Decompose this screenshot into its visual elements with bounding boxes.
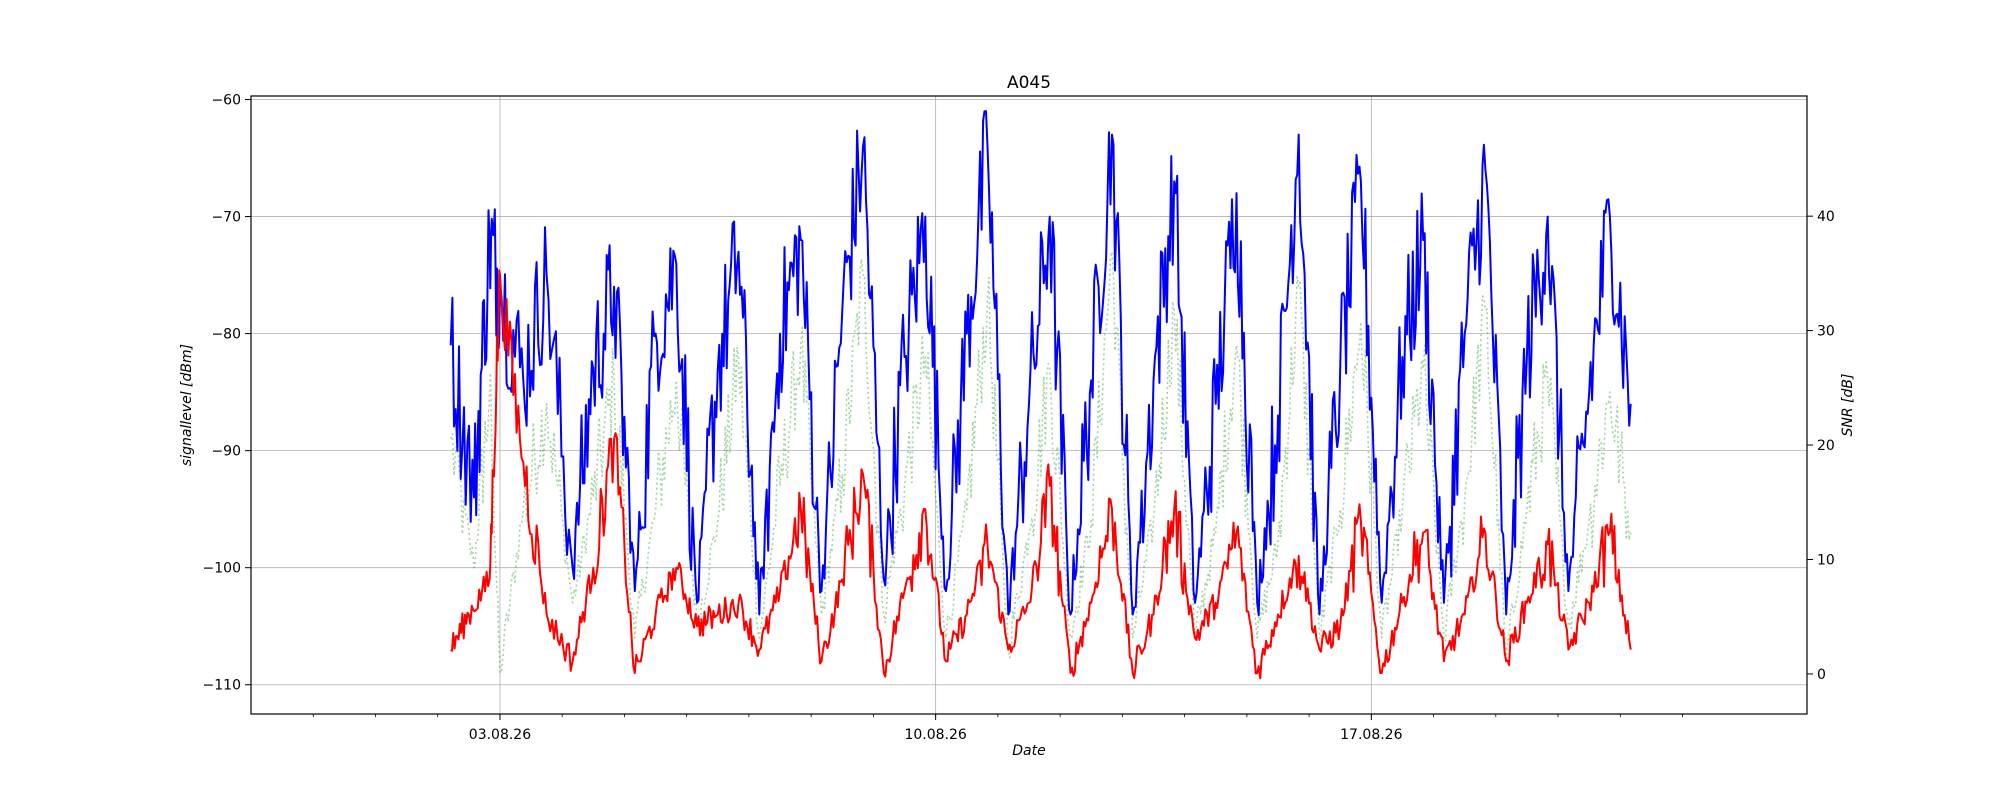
y-tick-label: −90: [211, 444, 241, 460]
x-tick-label: 17.08.26: [1340, 727, 1402, 743]
chart-title: A045: [1007, 73, 1051, 93]
y-right-tick-label: 40: [1817, 209, 1835, 225]
x-tick-label: 03.08.26: [469, 727, 531, 743]
y-tick-label: −70: [211, 210, 241, 226]
y-tick-label: −110: [203, 678, 241, 694]
series-layer: [449, 110, 1632, 680]
y-right-tick-label: 0: [1817, 667, 1826, 683]
plot-frame: [250, 95, 1808, 715]
y-axis-left: −110 −100 −90 −80 −70 −60: [203, 93, 251, 694]
y-tick-label: −60: [211, 93, 241, 109]
y-axis-label: signallevel [dBm]: [179, 344, 195, 466]
series-line: [449, 250, 1632, 674]
y-right-tick-label: 20: [1817, 438, 1835, 454]
x-axis-label: Date: [1012, 743, 1045, 759]
x-axis: 03.08.26 10.08.26 17.08.26: [312, 714, 1683, 743]
x-tick-label: 10.08.26: [904, 727, 966, 743]
series-line: [450, 269, 1632, 680]
y-right-tick-label: 30: [1817, 324, 1835, 340]
y-right-tick-label: 10: [1817, 553, 1835, 569]
series-line: [449, 110, 1632, 617]
y-axis-right: 0 10 20 30 40: [1807, 209, 1835, 683]
y-axis-right-label: SNR [dB]: [1840, 374, 1856, 437]
y-tick-label: −80: [211, 327, 241, 343]
y-tick-label: −100: [203, 561, 241, 577]
